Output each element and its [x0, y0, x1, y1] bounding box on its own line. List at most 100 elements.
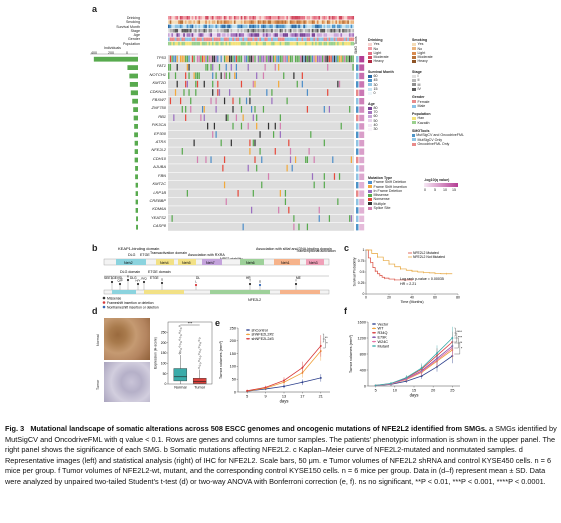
gene-label: CDKN2A — [149, 88, 166, 94]
clinical-cell — [347, 24, 349, 29]
domain-neh1 — [274, 259, 300, 265]
legend-item: 60 — [368, 114, 408, 118]
clinical-cell — [235, 33, 238, 37]
gene-row — [168, 88, 354, 97]
legend-title: Smoking — [412, 38, 428, 42]
clinical-cell — [171, 20, 174, 24]
data-point — [283, 385, 285, 388]
clinical-cell — [222, 41, 224, 46]
clinical-cell — [269, 37, 272, 42]
km-annotation: Log rank p-value = 0.00035 — [400, 277, 444, 281]
clinical-cell — [266, 41, 268, 46]
gene-frequency-bar — [93, 56, 138, 62]
clinical-cell — [333, 20, 336, 24]
legend-item: Moderate — [368, 55, 408, 59]
mutation-cell — [186, 190, 188, 197]
legend-swatch — [368, 83, 372, 87]
mutation-cell — [294, 156, 297, 163]
clinical-cell — [173, 20, 175, 24]
clinical-cell — [257, 41, 260, 46]
mutation-cell — [264, 64, 266, 71]
x-tick-label: 80 — [456, 296, 460, 300]
gene-label: KMT2D — [152, 80, 166, 86]
clinical-cell — [320, 37, 322, 42]
clinical-cell — [242, 33, 245, 37]
mutation-cell — [306, 223, 309, 231]
clinical-cell — [272, 41, 275, 46]
clinical-cell — [223, 28, 226, 33]
legend-label: Vector — [378, 322, 389, 326]
domain-name: Neh1 — [281, 261, 290, 265]
clinical-cell — [228, 28, 231, 33]
gene-label: YEATS2 — [150, 214, 166, 220]
clinical-cell — [272, 28, 275, 33]
lollipop-head — [118, 282, 122, 286]
clinical-cell — [222, 33, 224, 37]
clinical-cell — [298, 41, 300, 46]
mutation-cell — [225, 72, 227, 79]
mutation-cell — [300, 55, 302, 63]
clinical-cell — [225, 28, 228, 33]
clinical-cell — [276, 33, 278, 37]
clinical-track-row — [168, 33, 355, 37]
clinical-cell — [245, 41, 248, 46]
clinical-cell — [313, 24, 316, 29]
clinical-cell — [198, 33, 201, 37]
legend-item: Heavy — [412, 59, 464, 63]
clinical-cell — [191, 20, 194, 24]
clinical-cell — [338, 41, 341, 46]
legend-qvalue: -log10(q value) 0 5 10 15 — [424, 178, 464, 197]
clinical-cell — [201, 33, 204, 37]
clinical-cell — [304, 28, 307, 33]
y-axis-title: Expression (H-score) — [154, 337, 158, 369]
mutation-cell — [267, 55, 270, 63]
mutation-cell — [352, 64, 354, 71]
clinical-cell — [252, 33, 255, 37]
clinical-cell — [279, 37, 282, 42]
clinical-cell — [257, 16, 260, 20]
clinical-cell — [203, 24, 206, 29]
clinical-cell — [195, 24, 197, 29]
mutation-cell — [218, 89, 221, 96]
clinical-cell — [293, 16, 295, 20]
mutation-cell — [271, 89, 273, 96]
y-axis-title: Survival Probability — [353, 257, 357, 286]
clinical-cell — [299, 37, 302, 42]
clinical-cell — [189, 24, 192, 29]
mutation-cell — [193, 139, 195, 147]
clinical-cell — [313, 20, 316, 24]
mutation-cell — [223, 72, 226, 79]
clinical-cell — [338, 33, 341, 37]
clinical-cell — [261, 16, 263, 20]
outlier-point — [180, 327, 182, 330]
mutation-cell — [350, 215, 352, 222]
clinical-cell — [222, 28, 224, 33]
smg-tool-cell — [356, 156, 359, 164]
clinical-cell — [306, 20, 309, 24]
clinical-cell — [193, 16, 196, 20]
sequence-motif: DLG — [130, 276, 137, 280]
outlier-point — [199, 355, 202, 358]
legend-swatch — [368, 193, 372, 197]
clinical-cell — [332, 20, 334, 24]
clinical-cell — [298, 37, 300, 42]
km-curve — [366, 249, 453, 275]
mutation-cell — [229, 55, 231, 63]
mutation-cell — [235, 72, 238, 79]
clinical-cell — [325, 24, 327, 29]
clinical-cell — [201, 20, 204, 24]
smg-qvalue-cell — [359, 140, 365, 147]
caption-fig-number: Fig. 3 — [5, 424, 25, 433]
clinical-cell — [271, 24, 273, 29]
clinical-cell — [200, 28, 202, 33]
clinical-cell — [210, 28, 213, 33]
mutation-cell — [305, 156, 307, 163]
clinical-cell — [289, 41, 292, 46]
mutation-cell — [291, 55, 293, 63]
clinical-cell — [320, 20, 322, 24]
clinical-cell — [321, 28, 324, 33]
domain-name: Neh7 — [206, 261, 215, 265]
clinical-cell — [350, 37, 353, 42]
legend-text: Frame Shift Deletion — [373, 180, 407, 185]
legend-label: WT — [378, 327, 385, 331]
